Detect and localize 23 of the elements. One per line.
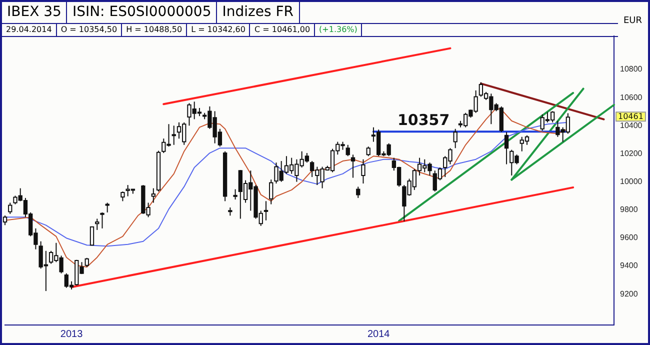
series-label: 10357 <box>397 111 450 130</box>
x-tick-label: 2013 <box>60 328 84 340</box>
y-axis-title: EUR <box>623 16 642 26</box>
y-tick-label: 10600 <box>620 92 643 102</box>
text: Indizes FR <box>217 2 300 23</box>
chart-subtitle: ISIN: ES0SI0000005 <box>67 2 218 23</box>
y-tick-label: 9600 <box>620 233 638 242</box>
y-tick-label: 10800 <box>620 64 643 74</box>
text: C = 10461,00 <box>250 24 316 36</box>
y-tick-label: 10200 <box>620 148 643 158</box>
annotation: 10461 <box>618 112 644 122</box>
chart-title: IBEX 35 <box>2 2 68 23</box>
text: 29.04.2014 <box>2 24 57 36</box>
text: (+1.36%) <box>315 24 362 36</box>
text: O = 10354,50 <box>56 24 122 36</box>
y-tick-label: 9200 <box>620 289 638 298</box>
y-tick-label: 10000 <box>620 177 643 186</box>
y-tick-label: 9400 <box>620 261 638 270</box>
text: H = 10488,50 <box>122 24 188 36</box>
y-tick-label: 9800 <box>620 205 638 214</box>
text: L = 10342,60 <box>187 24 250 36</box>
y-tick-label: 10400 <box>620 120 643 130</box>
x-tick-label: 2014 <box>367 328 390 340</box>
